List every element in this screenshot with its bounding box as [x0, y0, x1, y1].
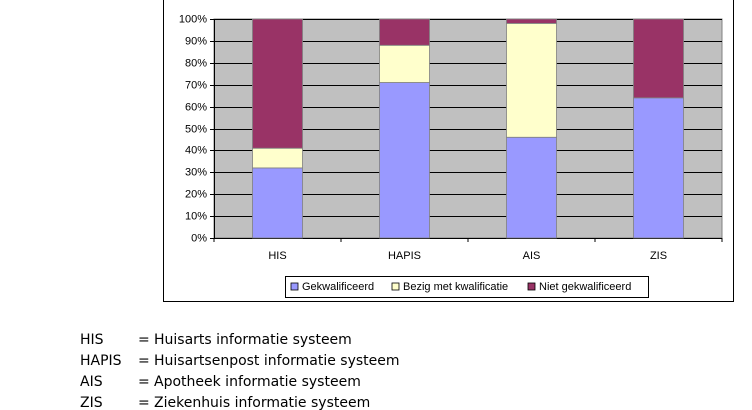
- definition: Huisarts informatie systeem: [154, 332, 352, 348]
- y-tick-label: 60%: [185, 101, 207, 113]
- bar-segment: [633, 97, 684, 239]
- y-tick-label: 10%: [185, 210, 207, 222]
- y-tick-label: 70%: [185, 79, 207, 91]
- abbreviation: HIS: [80, 332, 104, 348]
- abbreviation: HAPIS: [80, 353, 122, 369]
- equals-sign: =: [138, 395, 150, 410]
- bar-segment: [379, 82, 430, 239]
- bar-segment: [633, 18, 684, 99]
- legend-swatch: [391, 282, 400, 291]
- bar-segment: [252, 18, 303, 149]
- bar-segment: [506, 22, 557, 138]
- y-tick-label: 90%: [185, 35, 207, 47]
- definition: Ziekenhuis informatie systeem: [154, 395, 370, 410]
- legend-swatch: [290, 282, 299, 291]
- legend-label: Niet gekwalificeerd: [539, 281, 631, 293]
- x-tick-label: HAPIS: [388, 250, 421, 262]
- x-tick-label: ZIS: [650, 250, 667, 262]
- legend-label: Gekwalificeerd: [302, 281, 374, 293]
- y-tick-label: 40%: [185, 144, 207, 156]
- abbreviation: AIS: [80, 374, 103, 390]
- y-tick-label: 30%: [185, 166, 207, 178]
- bar-segment: [506, 136, 557, 239]
- definition: Huisartsenpost informatie systeem: [154, 353, 400, 369]
- bar-segment: [379, 18, 430, 46]
- abbreviation: ZIS: [80, 395, 103, 410]
- legend-box: [285, 276, 649, 298]
- definition: Apotheek informatie systeem: [154, 374, 361, 390]
- legend-label: Bezig met kwalificatie: [403, 281, 508, 293]
- equals-sign: =: [138, 374, 150, 390]
- bar-segment: [252, 167, 303, 239]
- legend-swatch: [527, 282, 536, 291]
- bar-segment: [506, 18, 557, 24]
- y-tick-label: 50%: [185, 123, 207, 135]
- y-tick-label: 80%: [185, 57, 207, 69]
- y-tick-label: 0%: [191, 232, 207, 244]
- y-tick-label: 20%: [185, 188, 207, 200]
- x-tick-label: HIS: [268, 250, 286, 262]
- bar-segment: [379, 44, 430, 83]
- x-tick-label: AIS: [523, 250, 541, 262]
- equals-sign: =: [138, 353, 150, 369]
- equals-sign: =: [138, 332, 150, 348]
- bar-segment: [252, 147, 303, 169]
- y-tick-label: 100%: [179, 13, 207, 25]
